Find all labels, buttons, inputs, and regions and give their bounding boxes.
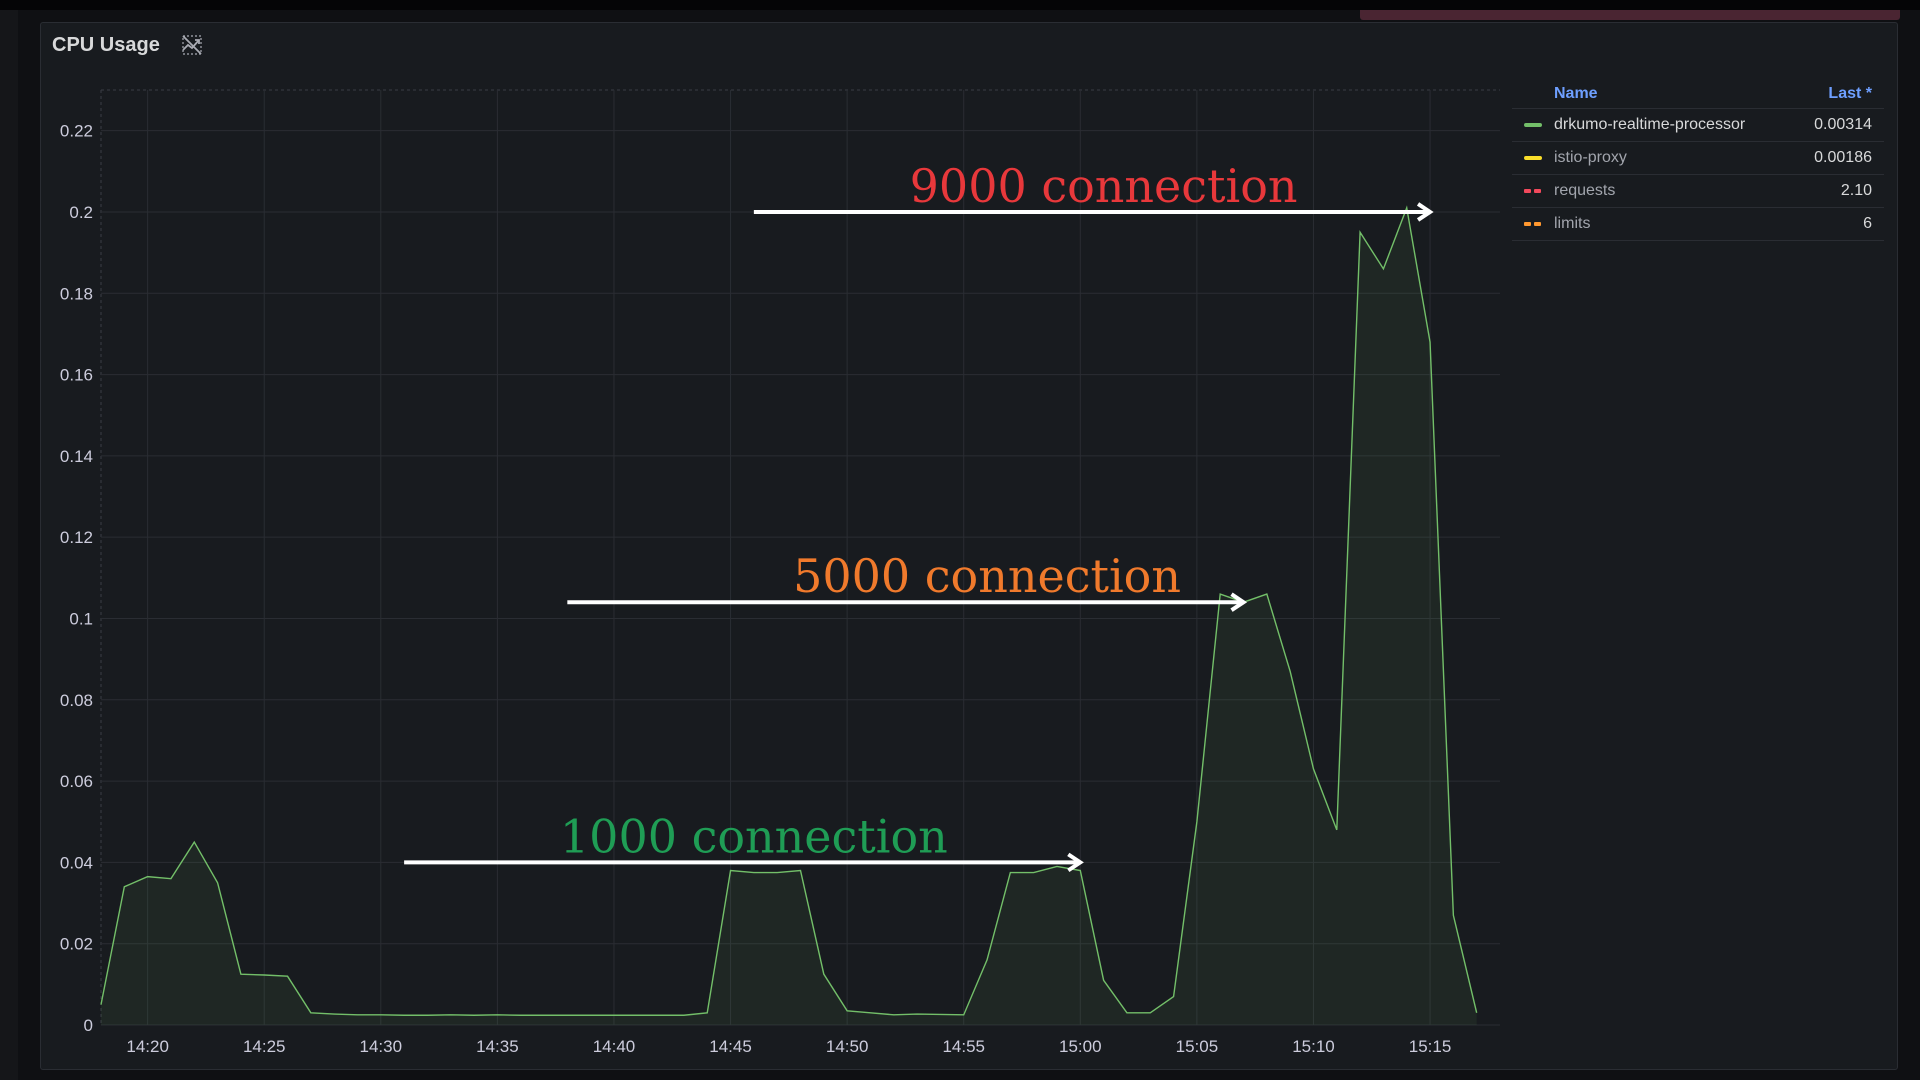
x-tick-label: 15:10 — [1292, 1037, 1335, 1056]
y-tick-label: 0.04 — [60, 853, 93, 872]
legend-table: Name Last * drkumo-realtime-processor 0.0… — [1512, 80, 1884, 241]
y-tick-label: 0.2 — [69, 203, 93, 222]
legend-header: Name Last * — [1512, 80, 1884, 109]
series-area — [101, 207, 1477, 1026]
legend-item-requests[interactable]: requests 2.10 — [1512, 175, 1884, 208]
y-tick-label: 0.16 — [60, 366, 93, 385]
y-tick-label: 0.06 — [60, 772, 93, 791]
legend-item-istio-proxy[interactable]: istio-proxy 0.00186 — [1512, 142, 1884, 175]
legend-swatch — [1524, 189, 1542, 193]
legend-header-name[interactable]: Name — [1554, 85, 1598, 102]
series-line — [100, 205, 1478, 1016]
x-tick-label: 14:25 — [243, 1037, 286, 1056]
y-tick-label: 0 — [84, 1016, 93, 1035]
left-strip — [0, 10, 18, 1080]
chart-panel — [40, 22, 1898, 1070]
y-tick-label: 0.08 — [60, 691, 93, 710]
x-tick-label: 15:00 — [1059, 1037, 1102, 1056]
y-tick-label: 0.14 — [60, 447, 93, 466]
x-tick-label: 14:35 — [476, 1037, 519, 1056]
y-tick-label: 0.1 — [69, 609, 93, 628]
y-tick-label: 0.12 — [60, 528, 93, 547]
annotation-label: 1000 connection — [560, 809, 948, 863]
x-tick-label: 15:05 — [1176, 1037, 1219, 1056]
legend-item-name: limits — [1554, 215, 1591, 232]
overlay-popup-edge — [1360, 10, 1900, 20]
annotation-arrowhead — [1230, 592, 1248, 612]
x-tick-label: 15:15 — [1409, 1037, 1452, 1056]
panel-title[interactable]: CPU Usage — [52, 34, 160, 56]
no-tooltip-sync-icon[interactable] — [180, 33, 204, 57]
y-tick-label: 0.18 — [60, 284, 93, 303]
x-tick-label: 14:40 — [593, 1037, 636, 1056]
x-tick-label: 14:20 — [126, 1037, 169, 1056]
cpu-usage-chart: 0 0.02 0.04 0.06 0.08 0.1 0.12 0.14 0.16 0.18 0.2 0… — [60, 89, 1500, 1056]
legend-swatch — [1524, 156, 1542, 160]
legend-swatch — [1524, 222, 1542, 226]
legend-header-last[interactable]: Last * — [1828, 85, 1872, 102]
annotation-arrowhead — [1067, 852, 1084, 873]
legend-item-limits[interactable]: limits 6 — [1512, 208, 1884, 241]
annotation-label: 9000 connection — [910, 159, 1298, 213]
x-tick-label: 14:30 — [360, 1037, 403, 1056]
annotation-label: 5000 connection — [793, 549, 1181, 603]
annotation-arrowhead — [1416, 202, 1434, 222]
legend-item-name: drkumo-realtime-processor — [1554, 116, 1746, 133]
legend-swatch — [1524, 123, 1542, 127]
top-bar — [0, 0, 1920, 10]
y-tick-label: 0.02 — [60, 935, 93, 954]
legend-item-value: 0.00314 — [1814, 116, 1872, 133]
x-tick-label: 14:50 — [826, 1037, 869, 1056]
y-tick-label: 0.22 — [60, 122, 93, 141]
x-tick-label: 14:45 — [709, 1037, 752, 1056]
legend-item-value: 6 — [1863, 215, 1872, 232]
x-tick-label: 14:55 — [942, 1037, 985, 1056]
legend-item-name: requests — [1554, 182, 1616, 199]
legend-item-value: 2.10 — [1840, 182, 1872, 199]
legend-item-value: 0.00186 — [1814, 149, 1872, 166]
legend-item-drkumo-realtime-processor[interactable]: drkumo-realtime-processor 0.00314 — [1512, 109, 1884, 142]
legend-item-name: istio-proxy — [1554, 149, 1627, 166]
